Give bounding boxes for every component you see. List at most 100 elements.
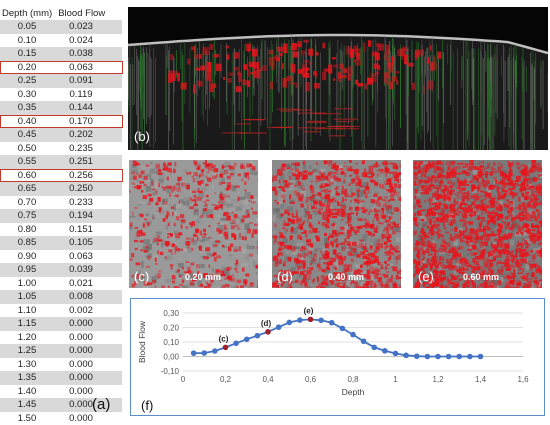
panel-label-c: (c) <box>134 269 149 284</box>
depth-cell: 1.20 <box>0 332 54 343</box>
oct-bscan-image: (b) <box>128 7 548 150</box>
flow-cell: 0.000 <box>54 413 108 424</box>
depth-cell: 1.40 <box>0 386 54 397</box>
table-header: Depth (mm) Blood Flow <box>0 6 122 20</box>
data-point <box>297 317 303 323</box>
data-point <box>329 320 335 326</box>
flow-cell: 0.000 <box>54 332 108 343</box>
data-point <box>212 348 218 354</box>
enface-image-0-60mm: (e) 0.60 mm <box>413 160 542 288</box>
flow-cell: 0.119 <box>54 89 108 100</box>
enface-image-0-40mm: (d) 0.40 mm <box>272 160 401 288</box>
x-tick-label: 0,8 <box>347 375 359 384</box>
data-point <box>456 354 462 360</box>
depth-cell: 0.80 <box>0 224 54 235</box>
bscan-graphic <box>128 7 548 150</box>
flow-cell: 0.024 <box>54 35 108 46</box>
panel-label-f: (f) <box>141 398 153 413</box>
flow-cell: 0.151 <box>54 224 108 235</box>
depth-cell: 0.90 <box>0 251 54 262</box>
flow-cell: 0.000 <box>54 345 108 356</box>
x-tick-label: 1 <box>393 375 398 384</box>
x-tick-label: 0,4 <box>262 375 274 384</box>
data-point <box>265 329 271 335</box>
header-depth: Depth (mm) <box>0 8 54 19</box>
depth-cell: 0.45 <box>0 129 54 140</box>
depth-cell: 1.10 <box>0 305 54 316</box>
depth-cell: 0.25 <box>0 75 54 86</box>
flow-cell: 0.023 <box>54 21 108 32</box>
x-tick-label: 1,2 <box>432 375 444 384</box>
data-point <box>286 320 292 326</box>
depth-cell: 0.50 <box>0 143 54 154</box>
x-tick-label: 1,4 <box>475 375 487 384</box>
enface-image-0-20mm: (c) 0.20 mm <box>129 160 258 288</box>
flow-cell: 0.000 <box>54 318 108 329</box>
flow-cell: 0.091 <box>54 75 108 86</box>
depth-cell: 0.85 <box>0 237 54 248</box>
data-point <box>244 336 250 342</box>
flow-cell: 0.251 <box>54 156 108 167</box>
flow-cell: 0.008 <box>54 291 108 302</box>
depth-cell: 1.05 <box>0 291 54 302</box>
panel-label-a: (a) <box>92 396 110 413</box>
data-point <box>403 353 409 359</box>
depth-caption-d: 0.40 mm <box>328 272 364 282</box>
panel-label-e: (e) <box>418 269 434 284</box>
data-point <box>478 354 484 360</box>
depth-cell: 1.00 <box>0 278 54 289</box>
flow-cell: 0.063 <box>54 251 108 262</box>
flow-cell: 0.202 <box>54 129 108 140</box>
data-point <box>446 354 452 360</box>
data-point <box>233 341 239 347</box>
depth-cell: 1.25 <box>0 345 54 356</box>
depth-cell: 0.65 <box>0 183 54 194</box>
flow-cell: 0.105 <box>54 237 108 248</box>
x-tick-label: 1,6 <box>517 375 529 384</box>
x-tick-label: 0 <box>181 375 186 384</box>
depth-caption-e: 0.60 mm <box>463 272 499 282</box>
depth-cell: 0.40 <box>0 116 54 127</box>
depth-cell: 0.60 <box>0 170 54 181</box>
depth-cell: 0.05 <box>0 21 54 32</box>
x-tick-label: 0,2 <box>220 375 232 384</box>
y-tick-label: 0,00 <box>163 353 179 362</box>
series-line <box>194 319 481 356</box>
flow-cell: 0.038 <box>54 48 108 59</box>
flow-cell: 0.250 <box>54 183 108 194</box>
y-tick-label: 0,10 <box>163 338 179 347</box>
data-point <box>308 317 314 323</box>
flow-cell: 0.170 <box>54 116 108 127</box>
data-point <box>201 350 207 356</box>
x-tick-label: 0,6 <box>305 375 317 384</box>
data-point <box>382 348 388 354</box>
flow-cell: 0.000 <box>54 359 108 370</box>
depth-cell: 0.30 <box>0 89 54 100</box>
data-point <box>276 324 282 330</box>
y-tick-label: 0,20 <box>163 324 179 333</box>
